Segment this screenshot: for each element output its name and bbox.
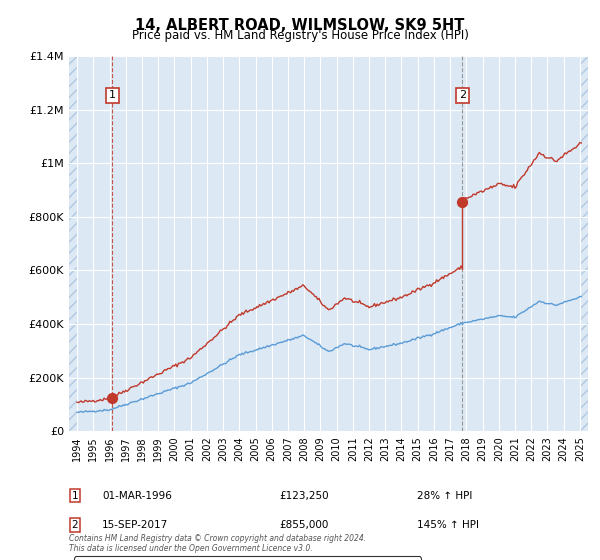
Text: 01-MAR-1996: 01-MAR-1996	[102, 491, 172, 501]
14, ALBERT ROAD, WILMSLOW, SK9 5HT (detached house)	[576, 139, 583, 146]
HPI: Average price, detached house, Cheshire East: (1.99e+03, 7.1e+04): Average price, detached house, Cheshire …	[74, 409, 81, 416]
Line: HPI: Average price, detached house, Cheshire East: HPI: Average price, detached house, Ches…	[77, 296, 581, 412]
HPI: Average price, detached house, Cheshire East: (2.03e+03, 5.02e+05): Average price, detached house, Cheshire …	[578, 293, 585, 300]
14, ALBERT ROAD, WILMSLOW, SK9 5HT (detached house)	[471, 191, 478, 198]
14, ALBERT ROAD, WILMSLOW, SK9 5HT (detached house)	[578, 139, 585, 146]
Text: £123,250: £123,250	[279, 491, 329, 501]
HPI: Average price, detached house, Cheshire East: (2e+03, 1.54e+05): Average price, detached house, Cheshire …	[167, 386, 174, 393]
HPI: Average price, detached house, Cheshire East: (1.99e+03, 7.01e+04): Average price, detached house, Cheshire …	[75, 409, 82, 416]
HPI: Average price, detached house, Cheshire East: (2e+03, 1.58e+05): Average price, detached house, Cheshire …	[173, 385, 181, 392]
Text: Price paid vs. HM Land Registry's House Price Index (HPI): Price paid vs. HM Land Registry's House …	[131, 29, 469, 42]
Text: 28% ↑ HPI: 28% ↑ HPI	[417, 491, 472, 501]
14, ALBERT ROAD, WILMSLOW, SK9 5HT (detached house)	[459, 199, 466, 206]
Bar	[69, 56, 77, 431]
Legend: 14, ALBERT ROAD, WILMSLOW, SK9 5HT (detached house), HPI: Average price, detache: 14, ALBERT ROAD, WILMSLOW, SK9 5HT (deta…	[74, 557, 421, 560]
Bar	[580, 56, 588, 431]
HPI: Average price, detached house, Cheshire East: (2.01e+03, 3.45e+05): Average price, detached house, Cheshire …	[305, 335, 312, 342]
HPI: Average price, detached house, Cheshire East: (2.02e+03, 4.93e+05): Average price, detached house, Cheshire …	[572, 296, 580, 302]
Point	[107, 394, 117, 403]
Point	[458, 198, 467, 207]
HPI: Average price, detached house, Cheshire East: (2.02e+03, 3.57e+05): Average price, detached house, Cheshire …	[425, 332, 432, 339]
Text: £855,000: £855,000	[279, 520, 328, 530]
HPI: Average price, detached house, Cheshire East: (2e+03, 1.76e+05): Average price, detached house, Cheshire …	[183, 381, 190, 388]
14, ALBERT ROAD, WILMSLOW, SK9 5HT (detached house)	[473, 189, 481, 196]
Line: 14, ALBERT ROAD, WILMSLOW, SK9 5HT (detached house): 14, ALBERT ROAD, WILMSLOW, SK9 5HT (deta…	[463, 142, 581, 202]
Text: 2: 2	[71, 520, 79, 530]
Text: 2: 2	[459, 90, 466, 100]
Text: 1: 1	[71, 491, 79, 501]
14, ALBERT ROAD, WILMSLOW, SK9 5HT (detached house)	[520, 172, 527, 179]
Text: 145% ↑ HPI: 145% ↑ HPI	[417, 520, 479, 530]
Text: 14, ALBERT ROAD, WILMSLOW, SK9 5HT: 14, ALBERT ROAD, WILMSLOW, SK9 5HT	[136, 18, 464, 33]
HPI: Average price, detached house, Cheshire East: (2.02e+03, 5.03e+05): Average price, detached house, Cheshire …	[576, 293, 583, 300]
14, ALBERT ROAD, WILMSLOW, SK9 5HT (detached house)	[505, 183, 512, 189]
14, ALBERT ROAD, WILMSLOW, SK9 5HT (detached house)	[483, 185, 490, 192]
Text: 15-SEP-2017: 15-SEP-2017	[102, 520, 168, 530]
Text: 1: 1	[109, 90, 116, 100]
14, ALBERT ROAD, WILMSLOW, SK9 5HT (detached house)	[564, 149, 571, 156]
Text: Contains HM Land Registry data © Crown copyright and database right 2024.
This d: Contains HM Land Registry data © Crown c…	[69, 534, 366, 553]
